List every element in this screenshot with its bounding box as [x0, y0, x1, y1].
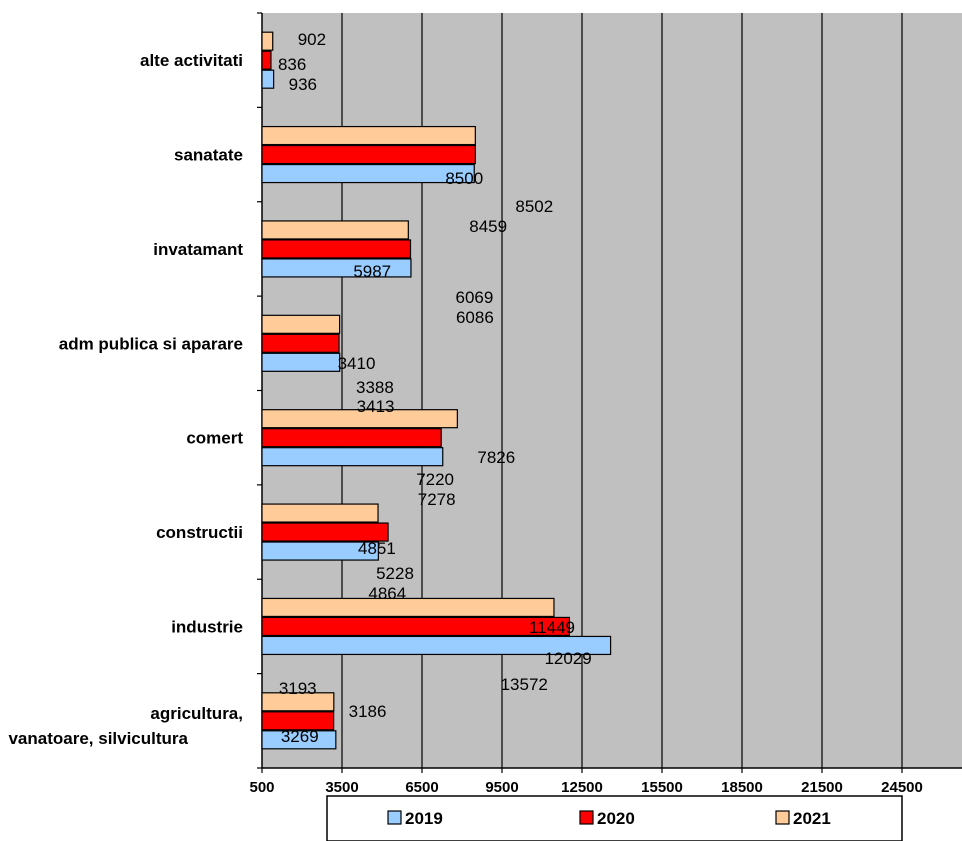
category-label: industrie	[171, 617, 243, 636]
bar-2021-4	[261, 409, 458, 429]
data-label-2019-3: 3413	[357, 397, 395, 416]
x-tick-labels: 500 3500 6500 9500 12500 15500 18500 21500 24500	[249, 779, 922, 796]
data-label-2020-5: 5228	[376, 564, 414, 583]
x-tick-label: 12500	[561, 779, 603, 796]
data-label-2019-2: 6086	[456, 308, 494, 327]
legend-swatch-2021	[775, 810, 790, 825]
x-tick-label: 3500	[325, 779, 358, 796]
category-label: sanatate	[174, 146, 243, 165]
category-label: adm publica si aparare	[59, 334, 243, 353]
legend-box	[326, 795, 903, 841]
bar-2020-0	[261, 50, 272, 70]
x-tick-label: 21500	[801, 779, 843, 796]
x-tick-label: 9500	[485, 779, 518, 796]
axis-ticks	[257, 12, 262, 769]
bar-2021-6	[261, 597, 555, 618]
bar-2020-3	[261, 333, 340, 353]
data-label-2020-0: 836	[278, 55, 306, 74]
bar-2020-1	[261, 144, 476, 165]
bar-2019-1	[261, 163, 475, 184]
data-label-2019-4: 7278	[418, 490, 456, 509]
bar-2019-3	[261, 352, 341, 372]
legend-swatch-2020	[579, 810, 594, 825]
bar-2021-2	[261, 220, 409, 240]
category-label: invatamant	[153, 240, 243, 259]
bar-2020-7	[261, 711, 335, 731]
x-tick-label: 15500	[641, 779, 683, 796]
legend-swatch-2019	[387, 810, 402, 825]
data-label-2020-6: 12029	[544, 649, 591, 668]
data-label-2020-3: 3388	[356, 378, 394, 397]
data-label-2020-2: 6069	[456, 288, 494, 307]
data-label-2021-0: 902	[298, 30, 326, 49]
bar-2019-4	[261, 447, 444, 467]
legend: 2019 2020 2021	[326, 795, 903, 841]
data-label-2020-1: 8502	[515, 197, 553, 216]
data-label-2020-7: 3186	[349, 702, 387, 721]
category-label: comert	[186, 429, 243, 448]
data-label-2019-1: 8459	[469, 217, 507, 236]
data-label-2019-6: 13572	[501, 675, 548, 694]
data-label-2021-5: 4851	[358, 539, 396, 558]
data-label-2021-3: 3410	[338, 354, 376, 373]
category-labels: alte activitati sanatate invatamant adm pub…	[8, 51, 243, 748]
data-label-2021-2: 5987	[353, 262, 391, 281]
data-label-2019-0: 936	[289, 75, 317, 94]
bars	[261, 31, 612, 750]
bar-2021-7	[261, 692, 335, 712]
x-tick-label: 18500	[721, 779, 763, 796]
bar-2020-6	[261, 616, 571, 637]
bar-2021-1	[261, 125, 476, 146]
x-tick-label: 500	[249, 779, 274, 796]
category-label-line: agricultura,	[150, 704, 243, 723]
data-label-2021-1: 8500	[445, 169, 483, 188]
legend-label-2019: 2019	[405, 809, 443, 828]
bar-2021-0	[261, 31, 274, 51]
bar-2020-2	[261, 239, 412, 259]
bar-2019-0	[261, 69, 275, 89]
legend-label-2021: 2021	[793, 809, 831, 828]
bar-2019-6	[261, 635, 612, 656]
x-tick-label: 24500	[881, 779, 923, 796]
bar-2021-5	[261, 503, 379, 523]
data-label-2020-4: 7220	[416, 470, 454, 489]
bar-2019-5	[261, 541, 379, 561]
data-label-2021-7: 3193	[279, 679, 317, 698]
bar-2021-3	[261, 314, 341, 334]
bar-2020-5	[261, 522, 389, 542]
data-label-2021-4: 7826	[477, 448, 515, 467]
category-label-line: vanatoare, silvicultura	[8, 729, 188, 748]
category-label: alte activitati	[140, 51, 243, 70]
bar-2019-7	[261, 730, 337, 750]
category-label: agricultura, vanatoare, silvicultura	[8, 704, 243, 748]
x-tick-label: 6500	[405, 779, 438, 796]
bar-2020-4	[261, 428, 442, 448]
category-label: constructii	[156, 523, 243, 542]
bar-2019-2	[261, 258, 412, 278]
data-label-2019-5: 4864	[368, 584, 406, 603]
data-label-2021-6: 11449	[529, 618, 575, 637]
data-label-2019-7: 3269	[281, 727, 319, 746]
legend-label-2020: 2020	[597, 809, 635, 828]
